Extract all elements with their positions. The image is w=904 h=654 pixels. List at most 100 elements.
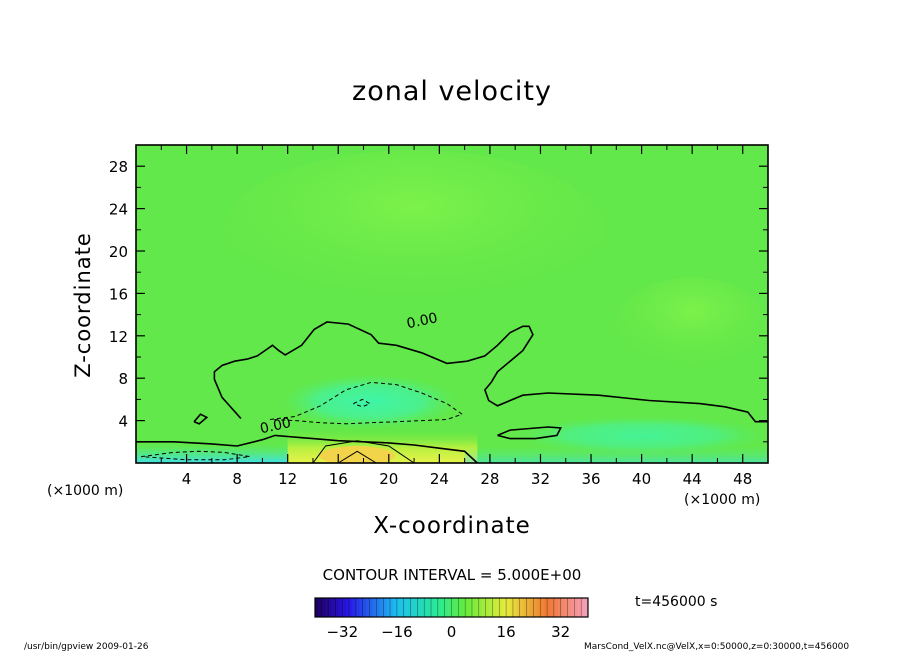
colorbar-cell bbox=[390, 598, 394, 617]
colorbar-cell bbox=[475, 598, 480, 617]
colorbar-frame bbox=[314, 597, 589, 618]
colorbar-cell bbox=[355, 598, 360, 617]
colorbar-cell bbox=[523, 598, 527, 617]
colorbar-cell bbox=[506, 598, 510, 617]
colorbar-cell bbox=[410, 598, 415, 617]
plot-frame bbox=[135, 144, 769, 464]
colorbar-cell bbox=[553, 598, 558, 617]
colorbar-cell bbox=[338, 598, 343, 617]
colorbar-tick-label: −16 bbox=[381, 623, 413, 641]
colorbar-tick-label: 32 bbox=[551, 623, 570, 641]
colorbar-cell bbox=[485, 598, 490, 617]
colorbar-cell bbox=[383, 598, 387, 617]
colorbar-cell bbox=[362, 598, 367, 617]
colorbar-cell bbox=[315, 598, 319, 617]
x-tick-label: 20 bbox=[379, 470, 398, 488]
x-tick-label: 40 bbox=[632, 470, 651, 488]
colorbar-cell bbox=[465, 598, 469, 617]
colorbar-cell bbox=[352, 598, 357, 617]
colorbar-cell bbox=[328, 598, 333, 617]
y-axis-label: Z-coordinate bbox=[71, 232, 95, 378]
x-tick-label: 24 bbox=[430, 470, 449, 488]
colorbar-cell bbox=[512, 598, 517, 617]
chart-title: zonal velocity bbox=[352, 76, 552, 107]
x-tick-label: 44 bbox=[683, 470, 702, 488]
x-tick-label: 12 bbox=[278, 470, 297, 488]
colorbar-cell bbox=[373, 598, 377, 617]
colorbar-cell bbox=[495, 598, 500, 617]
colorbar-cell bbox=[560, 598, 565, 617]
colorbar-cell bbox=[482, 598, 486, 617]
colorbar-cell bbox=[434, 598, 439, 617]
y-tick-label: 24 bbox=[109, 201, 128, 219]
colorbar-cell bbox=[509, 598, 514, 617]
x-tick-label: 48 bbox=[733, 470, 752, 488]
shade-negative-core bbox=[281, 374, 459, 429]
shade-upper bbox=[224, 150, 604, 310]
colorbar-cell bbox=[349, 598, 353, 617]
colorbar-cell bbox=[400, 598, 405, 617]
colorbar-tick-label: −32 bbox=[326, 623, 358, 641]
colorbar-tick-label: 16 bbox=[497, 623, 516, 641]
colorbar-cell bbox=[564, 598, 568, 617]
colorbar-cell bbox=[540, 598, 544, 617]
x-unit-right: (×1000 m) bbox=[684, 492, 761, 508]
positive-contour-1 bbox=[312, 440, 415, 463]
x-unit-left: (×1000 m) bbox=[47, 483, 124, 499]
x-tick-label: 4 bbox=[182, 470, 192, 488]
colorbar-cell bbox=[489, 598, 493, 617]
contour-interval: CONTOUR INTERVAL = 5.000E+00 bbox=[322, 566, 582, 584]
colorbar-cell bbox=[458, 598, 463, 617]
contour-label-1: 0.00 bbox=[405, 310, 439, 332]
colorbar-cell bbox=[519, 598, 524, 617]
colorbar-cell bbox=[431, 598, 435, 617]
colorbar-cell bbox=[570, 598, 575, 617]
colorbar-cell bbox=[471, 598, 476, 617]
x-axis-label: X-coordinate bbox=[373, 513, 531, 539]
footer-right: MarsCond_VelX.nc@VelX,x=0:50000,z=0:3000… bbox=[584, 642, 850, 652]
colorbar-cell bbox=[427, 598, 432, 617]
shade-negative-right bbox=[515, 416, 768, 455]
colorbar-cell bbox=[533, 598, 538, 617]
colorbar-cell bbox=[529, 598, 534, 617]
colorbar-cell bbox=[492, 598, 497, 617]
colorbar-cell bbox=[502, 598, 507, 617]
colorbar-cell bbox=[342, 598, 347, 617]
x-tick-label: 32 bbox=[531, 470, 550, 488]
colorbar-cell bbox=[461, 598, 466, 617]
colorbar-cell bbox=[550, 598, 555, 617]
colorbar-cell bbox=[332, 598, 336, 617]
y-tick-label: 16 bbox=[109, 285, 128, 303]
colorbar-cell bbox=[581, 598, 585, 617]
y-tick-label: 28 bbox=[109, 158, 128, 176]
zero-contour-closed-2 bbox=[193, 413, 209, 425]
colorbar-tick-label: 0 bbox=[447, 623, 457, 641]
x-tick-label: 28 bbox=[480, 470, 499, 488]
colorbar-cell bbox=[451, 598, 456, 617]
colorbar-cell bbox=[584, 598, 589, 617]
colorbar-cell bbox=[366, 598, 370, 617]
colorbar-cell bbox=[557, 598, 561, 617]
colorbar-cell bbox=[407, 598, 411, 617]
footer-left: /usr/bin/gpview 2009-01-26 bbox=[24, 642, 149, 652]
y-tick-label: 20 bbox=[109, 243, 128, 261]
colorbar-cell bbox=[448, 598, 452, 617]
colorbar-cell bbox=[499, 598, 503, 617]
colorbar-cell bbox=[369, 598, 374, 617]
colorbar-cell bbox=[543, 598, 548, 617]
negative-contour-3 bbox=[141, 450, 250, 461]
shade-right bbox=[616, 277, 768, 373]
colorbar-cell bbox=[376, 598, 381, 617]
colorbar-cell bbox=[321, 598, 326, 617]
colorbar-cell bbox=[420, 598, 425, 617]
colorbar-cell bbox=[318, 598, 323, 617]
colorbar-cell bbox=[536, 598, 541, 617]
colorbar-cell bbox=[478, 598, 483, 617]
zero-contour-lower bbox=[136, 434, 478, 463]
y-tick-label: 4 bbox=[118, 413, 128, 431]
colorbar-cell bbox=[468, 598, 473, 617]
colorbar-cell bbox=[574, 598, 579, 617]
negative-contour-1 bbox=[269, 381, 464, 425]
shade-surface-negative bbox=[136, 443, 288, 463]
colorbar-cell bbox=[417, 598, 422, 617]
